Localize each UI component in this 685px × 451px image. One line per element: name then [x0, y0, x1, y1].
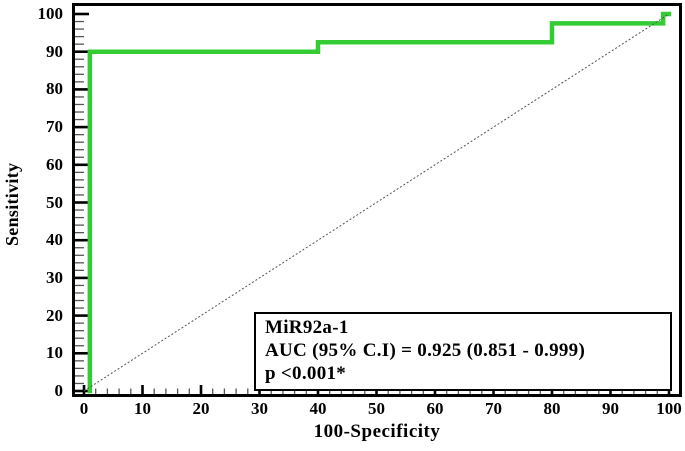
plot-area: MiR92a-1 AUC (95% C.I) = 0.925 (0.851 - …	[72, 3, 682, 397]
x-tick-label-10: 10	[134, 399, 151, 418]
x-tick-label-30: 30	[251, 399, 268, 418]
y-tick-label-70: 70	[46, 117, 63, 137]
y-tick-label-100: 100	[37, 4, 64, 23]
y-tick-label-50: 50	[46, 192, 63, 212]
x-tick-label-40: 40	[309, 399, 327, 418]
y-tick-label-10: 10	[46, 343, 63, 363]
x-tick-label-0: 0	[79, 399, 89, 418]
y-tick-label-90: 90	[46, 41, 63, 61]
annotation-p-value: p <0.001*	[265, 362, 347, 384]
y-axis-tick-labels: 0 10 20 30 40 50 60 70 80 90 100	[0, 0, 64, 451]
x-tick-label-100: 100	[656, 399, 682, 418]
annotation-auc-value: AUC (95% C.I) = 0.925 (0.851 - 0.999)	[265, 339, 586, 361]
y-tick-label-80: 80	[46, 79, 63, 99]
x-tick-label-20: 20	[192, 399, 210, 418]
x-tick-label-80: 80	[543, 399, 561, 418]
x-tick-label-90: 90	[602, 399, 619, 418]
annotation-marker-name: MiR92a-1	[265, 317, 349, 338]
annotation-box: MiR92a-1 AUC (95% C.I) = 0.925 (0.851 - …	[254, 312, 672, 392]
y-tick-label-0: 0	[54, 381, 64, 400]
x-axis-title: 100-Specificity	[313, 421, 441, 442]
y-tick-label-20: 20	[46, 305, 63, 325]
y-tick-label-30: 30	[46, 267, 63, 287]
y-tick-label-40: 40	[46, 230, 63, 250]
x-axis-tick-labels: 0 10 20 30 40 50 60 70 80 90 100	[0, 399, 685, 419]
x-tick-label-50: 50	[368, 399, 385, 418]
x-tick-label-60: 60	[426, 399, 444, 418]
y-tick-label-60: 60	[46, 154, 63, 174]
roc-curve-mir92a-1	[87, 11, 672, 394]
y-axis-ticks	[75, 12, 89, 393]
x-tick-label-70: 70	[485, 399, 502, 418]
